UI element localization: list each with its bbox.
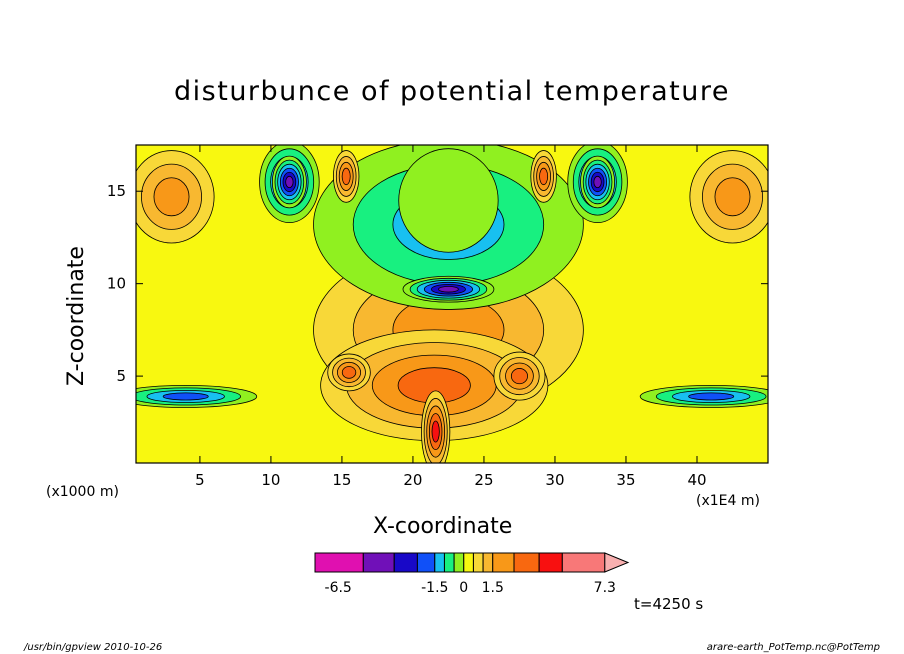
colorbar-segment bbox=[492, 552, 515, 573]
contour-region-16-0 bbox=[398, 148, 499, 253]
plot-frame bbox=[135, 144, 769, 464]
colorbar-extend-arrow bbox=[604, 552, 630, 573]
colorbar-segment bbox=[561, 552, 606, 573]
x-axis-title: X-coordinate bbox=[373, 514, 513, 539]
x-unit-label: (x1000 m) bbox=[46, 484, 119, 500]
x-tick-label: 25 bbox=[474, 471, 493, 489]
colorbar-tick-label: 1.5 bbox=[482, 580, 504, 596]
colorbar-segment bbox=[362, 552, 395, 573]
contour-region-11-5 bbox=[285, 175, 294, 189]
colorbar-segment bbox=[453, 552, 465, 573]
contour-region-6-3 bbox=[162, 392, 209, 401]
x-tick-label: 40 bbox=[687, 471, 706, 489]
colorbar-segment bbox=[472, 552, 484, 573]
colorbar-segment bbox=[416, 552, 436, 573]
x-tick-label: 15 bbox=[332, 471, 351, 489]
x-unit-label-right: (x1E4 m) bbox=[696, 493, 760, 509]
contour-region-4-3 bbox=[341, 366, 357, 379]
contour-region-7-3 bbox=[688, 392, 735, 401]
contour-region-1-2 bbox=[714, 177, 751, 217]
colorbar-segment bbox=[314, 552, 364, 573]
time-label: t=4250 s bbox=[634, 595, 704, 613]
colorbar-tick-label: 0 bbox=[459, 580, 468, 596]
colorbar-segment bbox=[434, 552, 445, 573]
colorbar-segment bbox=[393, 552, 418, 573]
contour-region-0-2 bbox=[153, 177, 190, 217]
colorbar-segment bbox=[538, 552, 563, 573]
contour-region-14-3 bbox=[341, 167, 351, 186]
footer-right: arare-earth_PotTemp.nc@PotTemp bbox=[706, 642, 880, 653]
axes: 5 10 15 20 25 30 35 40 5 10 15 bbox=[107, 145, 768, 489]
x-tick-label: 35 bbox=[616, 471, 635, 489]
z-tick-label: 10 bbox=[107, 275, 126, 293]
field bbox=[136, 145, 768, 463]
colorbar: -6.5 -1.5 0 1.5 7.3 bbox=[314, 552, 630, 596]
colorbar-tick-label: -1.5 bbox=[421, 580, 448, 596]
x-tick-label: 5 bbox=[195, 471, 205, 489]
x-tick-label: 20 bbox=[403, 471, 422, 489]
contour-region-15-3 bbox=[539, 167, 549, 186]
contour-region-13-5 bbox=[438, 285, 459, 293]
footer-left: /usr/bin/gpview 2010-10-26 bbox=[24, 642, 163, 653]
colorbar-segment bbox=[482, 552, 494, 573]
colorbar-tick-label: 7.3 bbox=[594, 580, 616, 596]
plot-area bbox=[135, 144, 769, 464]
z-tick-label: 5 bbox=[116, 367, 126, 385]
chart-title: disturbunce of potential temperature bbox=[174, 76, 730, 107]
contour-region-5-3 bbox=[510, 368, 528, 385]
colorbar-segment bbox=[443, 552, 455, 573]
z-axis-title: Z-coordinate bbox=[64, 246, 89, 386]
colorbar-segment bbox=[463, 552, 474, 573]
contour-region-12-5 bbox=[593, 175, 602, 189]
z-tick-label: 15 bbox=[107, 182, 126, 200]
colorbar-segment bbox=[513, 552, 540, 573]
contour-region-17-4 bbox=[431, 420, 440, 443]
x-tick-label: 30 bbox=[545, 471, 564, 489]
colorbar-tick-label: -6.5 bbox=[325, 580, 352, 596]
x-tick-label: 10 bbox=[261, 471, 280, 489]
